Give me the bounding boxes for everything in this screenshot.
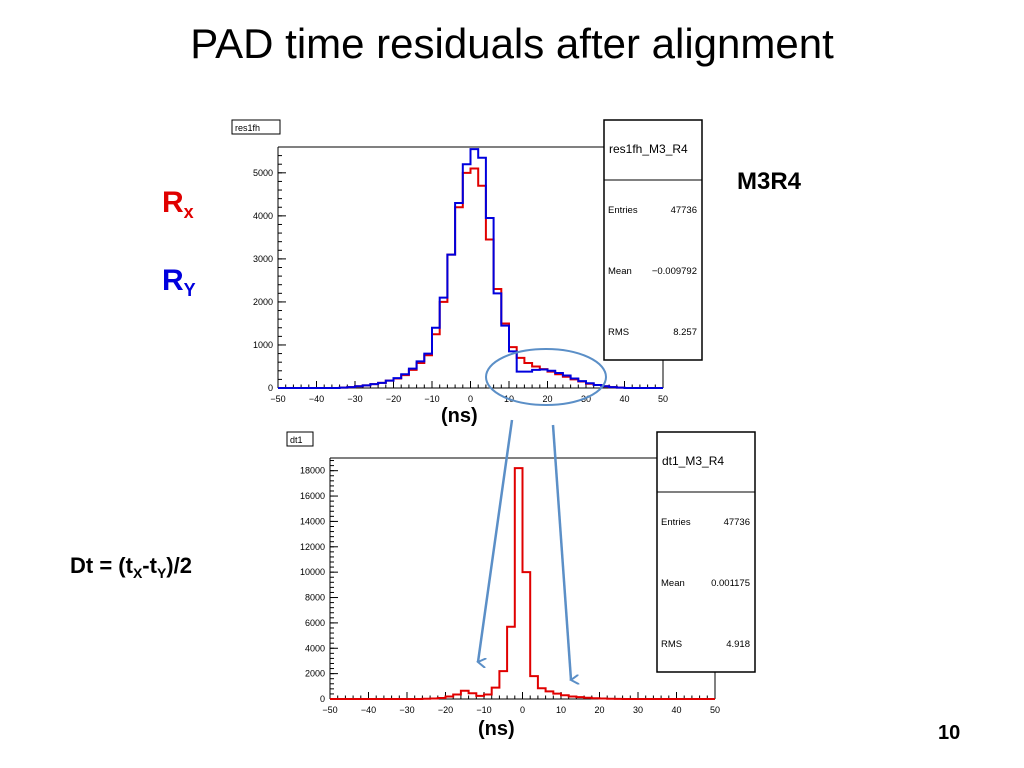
- stats-title: dt1_M3_R4: [662, 454, 724, 468]
- x-tick-label: 40: [619, 394, 629, 404]
- y-tick-label: 8000: [305, 593, 325, 603]
- y-tick-label: 0: [268, 383, 273, 393]
- histogram-res1fh: res1fh−50 −40 −30 −20 −10 0 10 20 30 40 5001000200…: [231, 119, 710, 404]
- stats-box: [603, 119, 703, 361]
- x-tick-label: −10: [424, 394, 439, 404]
- x-tick-label: −20: [386, 394, 401, 404]
- stats-row-value: 8.257: [673, 327, 697, 338]
- x-tick-label: 50: [710, 705, 720, 715]
- slide-title: PAD time residuals after alignment: [190, 20, 834, 67]
- x-tick-label: 0: [468, 394, 473, 404]
- chamber-label: M3R4: [737, 168, 802, 195]
- stats-row-label: Entries: [608, 205, 638, 216]
- top-x-unit-label: (ns): [441, 405, 478, 427]
- x-tick-label: −40: [361, 705, 376, 715]
- histogram-dt1: dt1 −50 −40 −30 −20 −10 0 10 20 30 40 50 0 2000 4000 60…: [283, 431, 758, 715]
- stats-row-label: Entries: [661, 517, 691, 528]
- stats-row-label: RMS: [661, 639, 682, 650]
- x-tick-label: −10: [476, 705, 491, 715]
- y-tick-label: 2000: [305, 669, 325, 679]
- stats-row-label: RMS: [608, 327, 629, 338]
- tail-highlight-ellipse: [485, 348, 607, 406]
- stats-box: [656, 431, 756, 673]
- stats-row-label: Mean: [608, 266, 632, 277]
- y-tick-label: 2000: [253, 297, 273, 307]
- y-tick-label: 12000: [300, 542, 325, 552]
- stats-row-value: −0.009792: [652, 266, 697, 277]
- x-tick-label: 40: [671, 705, 681, 715]
- y-tick-label: 0: [320, 694, 325, 704]
- stats-row-label: Mean: [661, 578, 685, 589]
- page-number: 10: [938, 722, 961, 744]
- y-tick-label: 3000: [253, 254, 273, 264]
- histogram-name-text: res1fh: [235, 123, 260, 133]
- y-tick-label: 18000: [300, 466, 325, 476]
- x-tick-label: −40: [309, 394, 324, 404]
- x-tick-label: 20: [594, 705, 604, 715]
- x-tick-label: 30: [633, 705, 643, 715]
- x-tick-label: −50: [270, 394, 285, 404]
- x-tick-label: 30: [581, 394, 591, 404]
- y-tick-label: 5000: [253, 168, 273, 178]
- y-tick-label: 16000: [300, 491, 325, 501]
- x-tick-label: 50: [658, 394, 668, 404]
- x-tick-label: −30: [347, 394, 362, 404]
- y-tick-label: 1000: [253, 340, 273, 350]
- histogram-name-text: dt1: [290, 435, 303, 445]
- y-tick-label: 4000: [305, 643, 325, 653]
- rx-label: Rx: [162, 186, 194, 222]
- stats-row-value: 4.918: [726, 639, 750, 650]
- y-tick-label: 10000: [300, 567, 325, 577]
- histogram-name-tag: [231, 119, 281, 135]
- stats-row-value: 0.001175: [711, 578, 750, 589]
- y-tick-label: 14000: [300, 516, 325, 526]
- stats-row-value: 47736: [671, 205, 697, 216]
- y-tick-label: 6000: [305, 618, 325, 628]
- stats-title: res1fh_M3_R4: [609, 142, 688, 156]
- dt-formula: Dt = (tX-tY)/2: [70, 553, 192, 581]
- histogram-series-secondary: [278, 148, 663, 389]
- x-tick-label: 0: [520, 705, 525, 715]
- arrow-left: [478, 419, 514, 662]
- stats-row-value: 47736: [724, 517, 750, 528]
- x-tick-label: 10: [556, 705, 566, 715]
- histogram-name-tag: [286, 431, 314, 447]
- x-tick-label: −50: [322, 705, 337, 715]
- x-tick-label: 20: [542, 394, 552, 404]
- x-tick-label: −30: [399, 705, 414, 715]
- y-tick-label: 4000: [253, 211, 273, 221]
- arrow-right: [551, 424, 571, 680]
- x-tick-label: −20: [438, 705, 453, 715]
- annotation-group: [478, 348, 607, 680]
- bottom-x-unit-label: (ns): [478, 718, 515, 740]
- histogram-series-primary: [330, 467, 715, 700]
- ry-label: RY: [162, 264, 196, 300]
